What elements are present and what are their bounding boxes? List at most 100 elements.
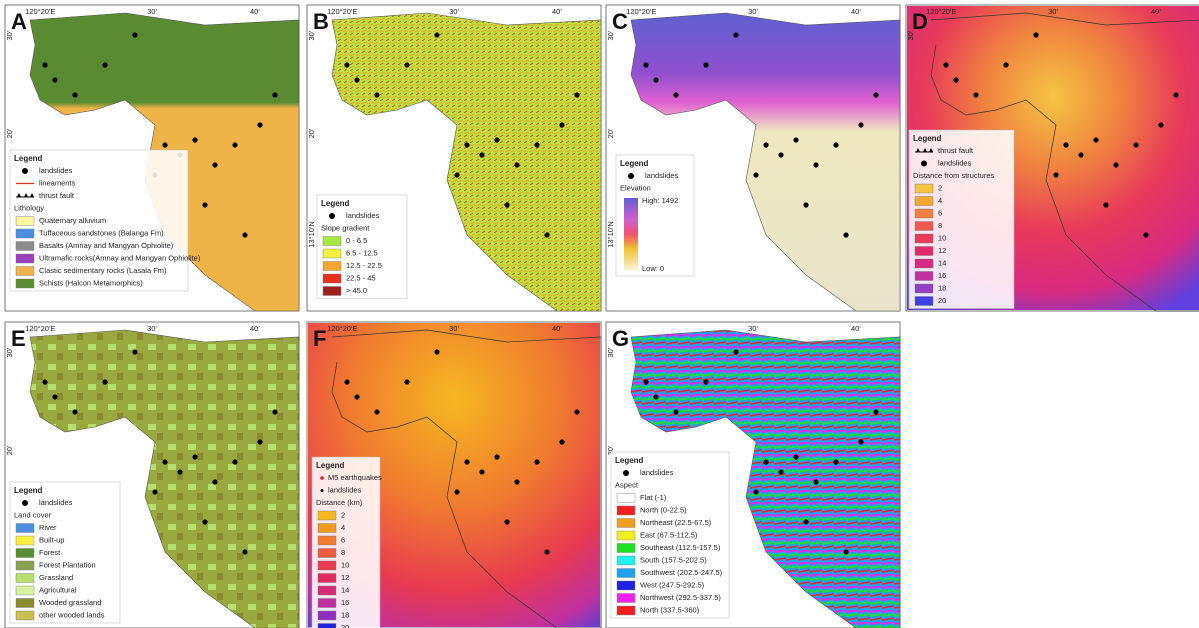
landslide-point [177, 469, 182, 474]
legend-swatch [318, 611, 336, 620]
landslide-point [232, 142, 237, 147]
side-tick-label: 30' [606, 347, 615, 357]
panel-letter: G [612, 326, 629, 351]
landslide-point [574, 409, 579, 414]
top-tick-label: 40' [552, 324, 562, 333]
legend-label: Schists (Halcon Metamorphics) [39, 278, 143, 287]
landslide-point [1053, 172, 1058, 177]
landslide-point [763, 459, 768, 464]
landslide-point [778, 469, 783, 474]
landslide-point [434, 32, 439, 37]
legend-swatch [915, 297, 933, 306]
landslide-point [272, 92, 277, 97]
landslide-point [42, 379, 47, 384]
legend-label: 14 [341, 585, 349, 594]
landslide-point [72, 92, 77, 97]
top-tick-label: 40' [851, 7, 861, 16]
landslide-point [1033, 32, 1038, 37]
landslide-point [272, 409, 277, 414]
landslide-point [72, 409, 77, 414]
landslide-point [544, 232, 549, 237]
landslide-point [1173, 92, 1178, 97]
legend-dot [22, 500, 28, 506]
landslide-point [793, 137, 798, 142]
legend-label: M5 earthquakes [328, 473, 382, 482]
legend-swatch [16, 574, 34, 583]
legend-label: 10 [938, 233, 946, 242]
legend-swatch [915, 197, 933, 206]
landslide-point [534, 459, 539, 464]
legend-dot [22, 168, 28, 174]
landslide-point [753, 172, 758, 177]
top-tick-label: 40' [1151, 7, 1161, 16]
landslide-point [559, 439, 564, 444]
legend-swatch [323, 287, 341, 296]
top-tick-label: 30' [147, 324, 157, 333]
side-tick-label: 30' [606, 30, 615, 40]
top-tick-label: 40' [851, 324, 861, 333]
legend-heading: Slope gradient [321, 223, 370, 232]
legend-label: 12.5 - 22.5 [346, 261, 382, 270]
top-tick-label: 120°20'E [327, 324, 357, 333]
side-tick-label: 13°10'N [307, 221, 316, 248]
side-tick-label: 20' [5, 128, 14, 138]
legend-label: 6 [341, 535, 345, 544]
landslide-point [479, 469, 484, 474]
landslide-point [404, 62, 409, 67]
legend-swatch [318, 524, 336, 533]
legend-swatch [617, 606, 635, 615]
legend-label: Ultramafic rocks(Amnay and Mangyan Ophio… [39, 253, 201, 262]
top-tick-label: 40' [552, 7, 562, 16]
legend-swatch [16, 229, 34, 238]
landslide-point [132, 32, 137, 37]
legend-dot [329, 213, 335, 219]
legend-swatch [617, 544, 635, 553]
legend-title: Legend [615, 456, 644, 465]
panel-letter: F [313, 326, 326, 351]
legend-label: North (0-22.5) [640, 505, 687, 514]
top-tick-label: 120°20'E [626, 7, 656, 16]
landslide-point [202, 202, 207, 207]
top-tick-label: 120°20'E [25, 7, 55, 16]
legend-title: Legend [316, 461, 345, 470]
landslide-point [813, 479, 818, 484]
legend-label: 6 [938, 208, 942, 217]
legend-swatch [915, 259, 933, 268]
legend-title: Legend [14, 486, 43, 495]
legend-heading: Land cover [14, 510, 52, 519]
legend-label: landslides [346, 211, 380, 220]
landslide-point [479, 152, 484, 157]
landslide-point [873, 409, 878, 414]
landslide-point [574, 92, 579, 97]
legend-label: Low: 0 [642, 264, 664, 273]
elevation-ramp [624, 198, 638, 270]
legend-swatch [915, 222, 933, 231]
legend-label: East (67.5-112.5) [640, 530, 698, 539]
legend-swatch [323, 237, 341, 246]
legend-heading: Elevation [620, 183, 651, 192]
landslide-point [344, 379, 349, 384]
legend-swatch [16, 267, 34, 276]
landslide-point [42, 62, 47, 67]
legend-label: landslides [39, 166, 73, 175]
landslide-point [514, 479, 519, 484]
map-panel: D120°20'E30'40'30'Legendthrust faultland… [906, 5, 1199, 311]
legend-dot [921, 161, 927, 167]
landslide-point [833, 459, 838, 464]
legend-swatch [16, 586, 34, 595]
legend-label: Quaternary alluvium [39, 216, 106, 225]
legend-swatch [16, 279, 34, 288]
legend-label: Flat (-1) [640, 493, 667, 502]
landslide-point [858, 439, 863, 444]
legend-title: Legend [14, 154, 43, 163]
top-tick-label: 30' [748, 7, 758, 16]
legend-swatch [318, 511, 336, 520]
legend-dot [628, 173, 634, 179]
landslide-point [494, 454, 499, 459]
landslide-point [52, 77, 57, 82]
legend-swatch [16, 242, 34, 251]
landslide-point [653, 394, 658, 399]
legend-swatch [323, 274, 341, 283]
legend-label: High: 1492 [642, 196, 678, 205]
